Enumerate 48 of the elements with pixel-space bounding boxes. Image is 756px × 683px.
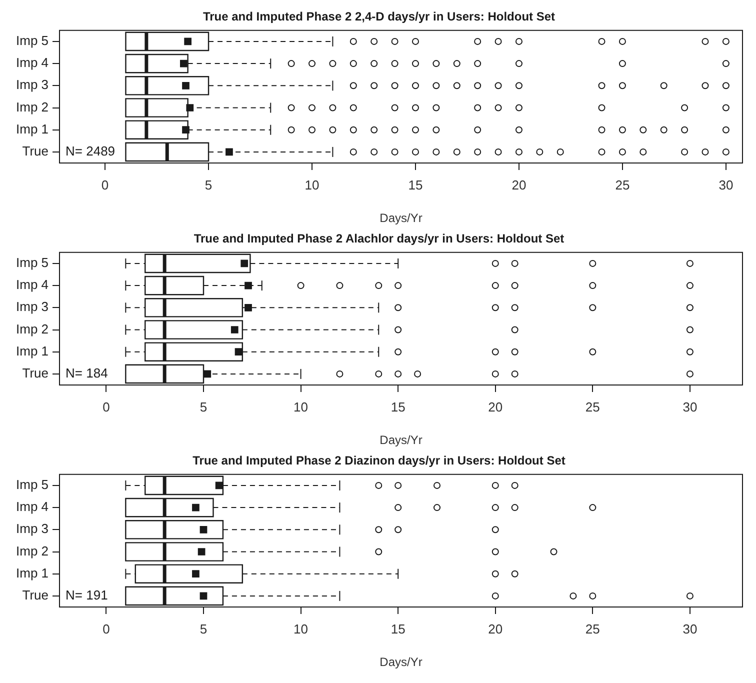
y-tick-label: Imp 2	[16, 321, 49, 336]
x-tick-label: 0	[102, 621, 110, 636]
y-tick-label: True	[22, 366, 49, 381]
y-tick-label: True	[22, 144, 49, 159]
annotation: N= 184	[66, 366, 108, 381]
x-tick-label: 20	[488, 399, 503, 414]
x-tick-label: 0	[101, 177, 109, 192]
x-tick-label: 15	[408, 177, 423, 192]
y-tick-label: True	[22, 588, 49, 603]
y-tick-label: Imp 4	[16, 499, 49, 514]
x-tick-label: 30	[682, 399, 698, 414]
y-tick-label: Imp 3	[16, 77, 49, 92]
x-tick-label: 5	[204, 177, 212, 192]
y-tick-label: Imp 2	[16, 543, 49, 558]
x-tick-label: 15	[390, 399, 406, 414]
y-tick-label: Imp 1	[16, 565, 49, 580]
y-tick-label: Imp 5	[16, 255, 49, 270]
y-tick-label: Imp 3	[16, 299, 49, 314]
x-tick-label: 15	[390, 621, 406, 636]
x-tick-label: 25	[585, 621, 600, 636]
x-tick-label: 5	[200, 621, 208, 636]
x-tick-label: 20	[512, 177, 526, 192]
y-tick-label: Imp 3	[16, 521, 49, 536]
x-axis-title: Days/Yr	[380, 211, 422, 226]
y-tick-label: Imp 1	[16, 121, 49, 136]
x-tick-label: 10	[304, 177, 320, 192]
y-tick-label: Imp 4	[16, 55, 49, 70]
x-tick-label: 30	[682, 621, 698, 636]
chart-title: True and Imputed Phase 2 Diazinon days/yr in Users: Holdout Set	[192, 454, 566, 468]
x-tick-label: 10	[294, 621, 308, 636]
x-tick-label: 25	[615, 177, 630, 192]
x-tick-label: 0	[102, 399, 110, 414]
y-tick-label: Imp 2	[16, 99, 49, 114]
annotation: N= 191	[66, 588, 108, 603]
annotation: N= 2489	[66, 144, 116, 159]
x-tick-label: 10	[294, 399, 308, 414]
x-axis-title: Days/Yr	[380, 433, 422, 448]
chart-title: True and Imputed Phase 2 Alachlor days/yr in Users: Holdout Set	[194, 232, 564, 246]
x-axis-title: Days/Yr	[380, 655, 422, 670]
y-tick-label: Imp 5	[16, 33, 49, 48]
y-tick-label: Imp 5	[16, 477, 49, 492]
y-tick-label: Imp 4	[16, 277, 49, 292]
x-tick-label: 20	[488, 621, 503, 636]
x-tick-label: 30	[718, 177, 734, 192]
x-tick-label: 5	[200, 399, 208, 414]
y-tick-label: Imp 1	[16, 343, 49, 358]
x-tick-label: 25	[585, 399, 600, 414]
chart-title: True and Imputed Phase 2 2,4-D days/yr in Users: Holdout Set	[202, 10, 556, 24]
